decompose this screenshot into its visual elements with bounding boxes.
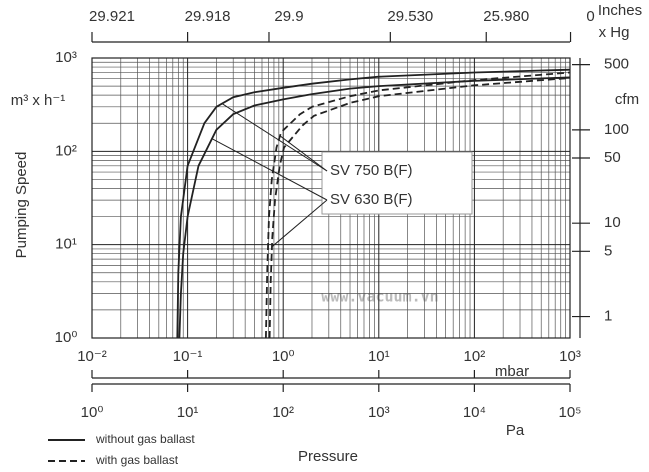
y2-tick-label: 5: [604, 242, 612, 259]
leader-line: [211, 138, 328, 201]
speed-curve: [265, 71, 571, 339]
top-tick-label: 29.9: [274, 8, 303, 25]
x-axis-title: Pressure: [298, 448, 358, 465]
leader-line: [271, 199, 328, 248]
top-tick-label: 29.530: [387, 8, 433, 25]
pa-tick-label: 10⁰: [81, 404, 104, 421]
y-unit: m³ x h⁻¹: [11, 92, 66, 109]
x-tick-label: 10⁻²: [77, 348, 107, 365]
y-tick-label: 10⁰: [55, 329, 78, 346]
y2-tick-label: 100: [604, 121, 629, 138]
y2-unit: cfm: [615, 91, 639, 108]
leader-line: [279, 135, 328, 172]
top-axis-title: Inches: [598, 2, 642, 19]
pa-tick-label: 10²: [272, 404, 294, 421]
callout-box: [321, 151, 473, 215]
y-tick-label: 10³: [55, 49, 77, 66]
plot-frame: [91, 57, 571, 339]
y2-tick-label: 10: [604, 214, 621, 231]
model-label: SV 630 B(F): [330, 191, 413, 208]
y2-tick-label: 500: [604, 56, 629, 73]
pa-tick-label: 10⁴: [463, 404, 486, 421]
model-label: SV 750 B(F): [330, 162, 413, 179]
pa-tick-label: 10¹: [177, 404, 199, 421]
leader-line: [221, 103, 328, 172]
x-tick-label: 10²: [464, 348, 486, 365]
x-tick-label: 10³: [559, 348, 581, 365]
y-axis-title: Pumping Speed: [13, 152, 30, 259]
top-tick-label: 29.921: [89, 8, 135, 25]
y-tick-label: 10²: [55, 142, 77, 159]
top-tick-label: 29.918: [185, 8, 231, 25]
x-unit: mbar: [495, 363, 529, 380]
speed-curve: [268, 77, 571, 339]
legend-label: with gas ballast: [95, 453, 179, 467]
x-tick-label: 10⁻¹: [173, 348, 203, 365]
y2-tick-label: 50: [604, 149, 621, 166]
y2-tick-label: 1: [604, 308, 612, 325]
top-axis-title: x Hg: [599, 24, 630, 41]
top-tick-label: 25.980: [483, 8, 529, 25]
legend-label: without gas ballast: [95, 432, 195, 446]
pa-tick-label: 10⁵: [559, 404, 582, 421]
y-tick-label: 10¹: [55, 236, 77, 253]
speed-curve: [178, 76, 571, 339]
x-tick-label: 10¹: [368, 348, 390, 365]
watermark: www.vacuum.vn: [321, 288, 438, 306]
pa-unit: Pa: [506, 422, 525, 439]
x-tick-label: 10⁰: [272, 348, 295, 365]
top-tick-label: 0: [586, 8, 594, 25]
speed-curve: [176, 68, 571, 339]
pa-tick-label: 10³: [368, 404, 390, 421]
